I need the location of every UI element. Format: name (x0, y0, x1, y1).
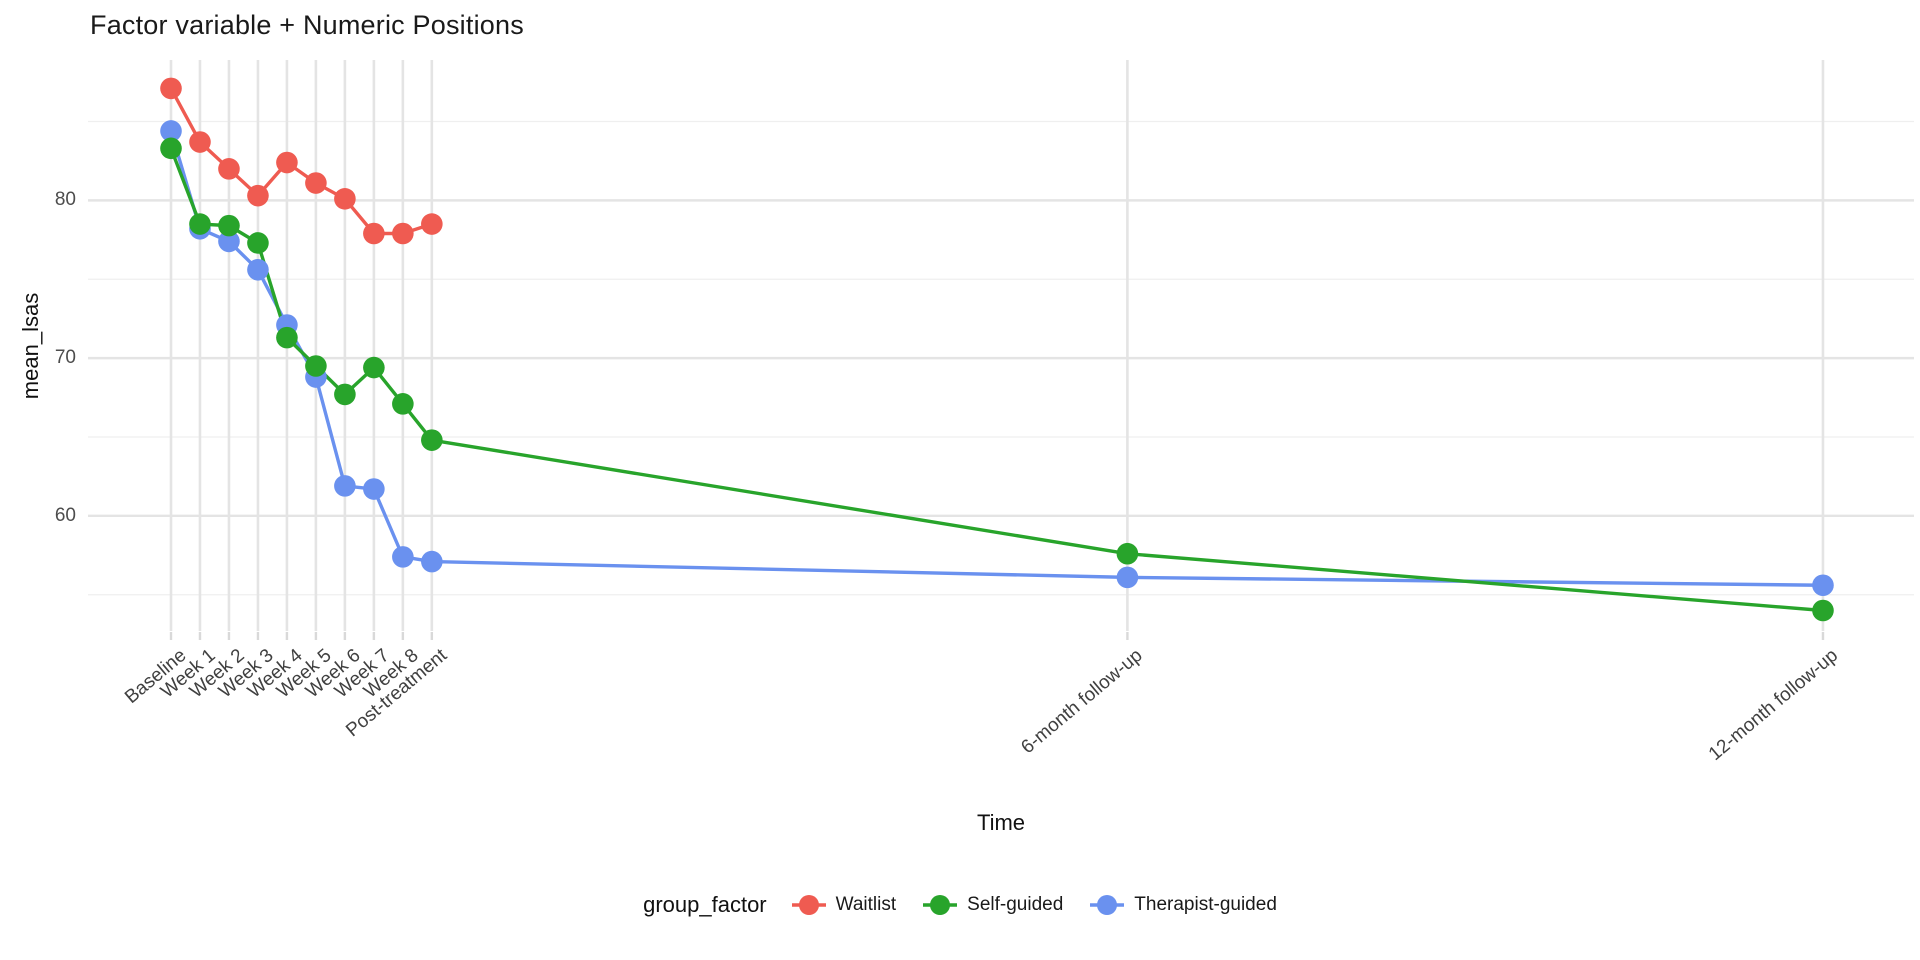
data-point-waitlist (247, 184, 269, 207)
series-line-waitlist (169, 87, 433, 236)
legend-entry-therapist-guided: Therapist-guided (1089, 893, 1277, 917)
data-point-self-guided (421, 429, 443, 451)
data-point-therapist-guided (1812, 574, 1834, 597)
data-point-therapist-guided (160, 120, 182, 142)
legend-key-icon-self-guided (923, 895, 958, 915)
legend-label-therapist-guided: Therapist-guided (1134, 894, 1277, 915)
chart-title: Factor variable + Numeric Positions (90, 10, 524, 40)
data-point-self-guided (189, 213, 211, 235)
data-point-waitlist (276, 151, 298, 174)
data-point-self-guided (363, 356, 385, 379)
data-point-waitlist (160, 77, 182, 100)
data-point-self-guided (247, 232, 269, 254)
legend-label-self-guided: Self-guided (967, 894, 1064, 915)
data-point-waitlist (421, 213, 443, 235)
x-axis-title: Time (976, 810, 1026, 835)
legend-key-icon-waitlist (791, 895, 826, 915)
legend-label-waitlist: Waitlist (835, 894, 897, 915)
y-axis-title: mean_lsas (18, 292, 43, 400)
data-point-self-guided (305, 355, 327, 377)
legend-title: group_factor (643, 892, 767, 917)
data-point-therapist-guided (1116, 566, 1139, 589)
y-tick-label-70: 70 (54, 347, 76, 369)
data-point-therapist-guided (421, 550, 443, 573)
data-point-waitlist (334, 188, 356, 210)
data-point-therapist-guided (218, 230, 240, 253)
data-point-self-guided (218, 214, 240, 237)
data-point-self-guided (334, 383, 356, 406)
y-tick-label-80: 80 (54, 189, 76, 211)
legend-entries: Waitlist Self-guided Therapist-guided (791, 893, 1277, 917)
data-point-self-guided (1812, 599, 1834, 622)
legend-key-icon-therapist-guided (1090, 895, 1125, 915)
data-point-waitlist (218, 158, 240, 180)
data-point-waitlist (305, 172, 327, 194)
y-tick-label-60: 60 (54, 504, 76, 526)
legend-entry-waitlist: Waitlist (791, 893, 897, 917)
data-point-therapist-guided (363, 478, 385, 500)
data-point-self-guided (160, 137, 182, 160)
data-point-self-guided (276, 326, 298, 349)
data-point-waitlist (363, 222, 385, 245)
data-point-waitlist (189, 131, 211, 153)
legend-entry-self-guided: Self-guided (922, 893, 1063, 917)
legend: group_factor Waitlist Self-guided Therapis… (0, 892, 1920, 918)
data-point-therapist-guided (247, 258, 269, 281)
data-point-therapist-guided (392, 546, 414, 568)
data-point-therapist-guided (334, 475, 356, 497)
data-point-self-guided (1116, 542, 1139, 565)
data-point-self-guided (392, 393, 414, 415)
series-line-self-guided (169, 147, 1824, 613)
data-point-waitlist (392, 222, 414, 245)
